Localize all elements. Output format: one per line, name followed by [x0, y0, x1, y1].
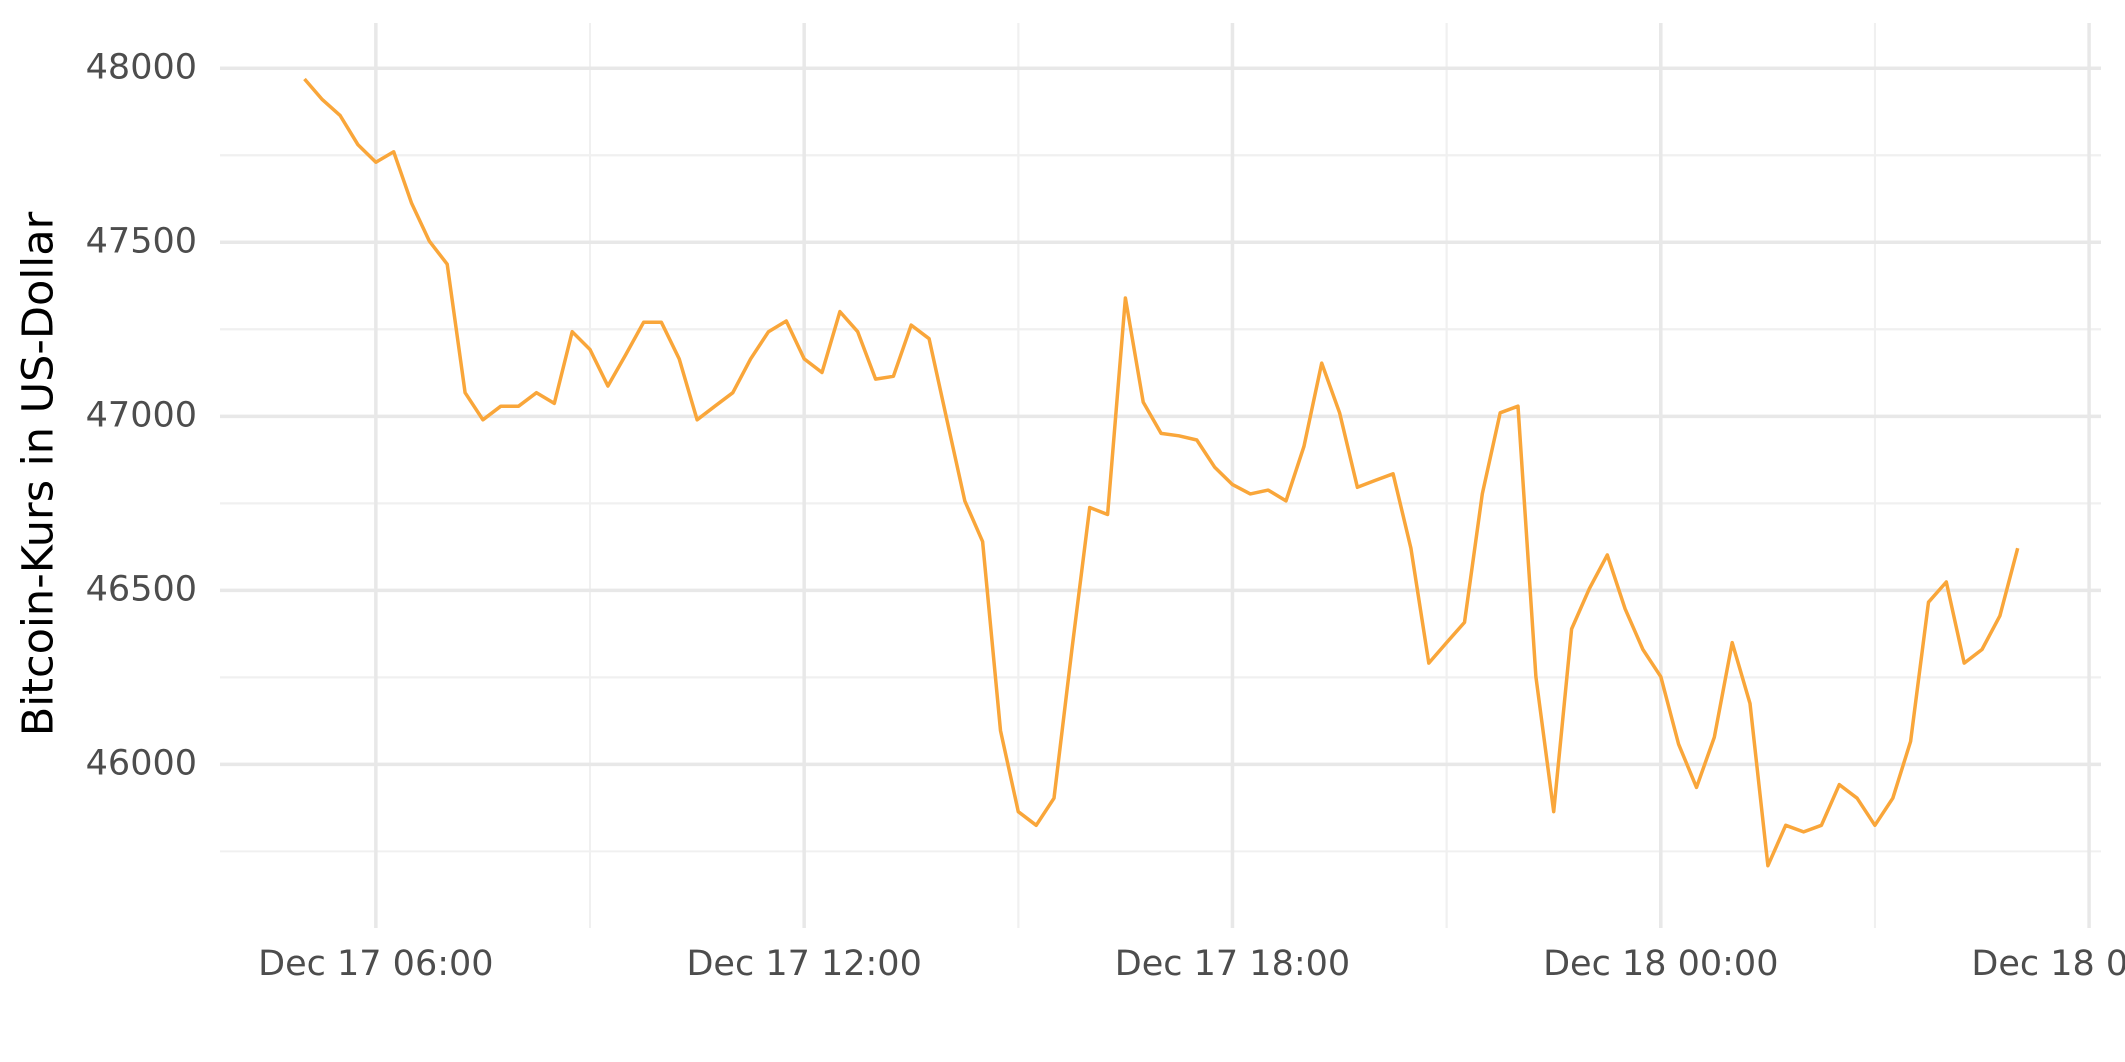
y-tick-label: 48000 [86, 47, 197, 87]
y-axis-title: Bitcoin-Kurs in US-Dollar [14, 211, 64, 736]
x-tick-label: Dec 18 00:00 [1543, 944, 1778, 984]
x-tick-label: Dec 17 18:00 [1115, 944, 1350, 984]
x-tick-label: Dec 17 12:00 [686, 944, 921, 984]
price-line [303, 77, 2020, 868]
y-tick-label: 46000 [86, 743, 197, 783]
y-tick-label: 46500 [86, 569, 197, 609]
y-tick-label: 47000 [86, 395, 197, 435]
x-tick-label: Dec 18 06:00 [1971, 944, 2125, 984]
y-tick-label: 47500 [86, 221, 197, 261]
x-tick-label: Dec 17 06:00 [258, 944, 493, 984]
